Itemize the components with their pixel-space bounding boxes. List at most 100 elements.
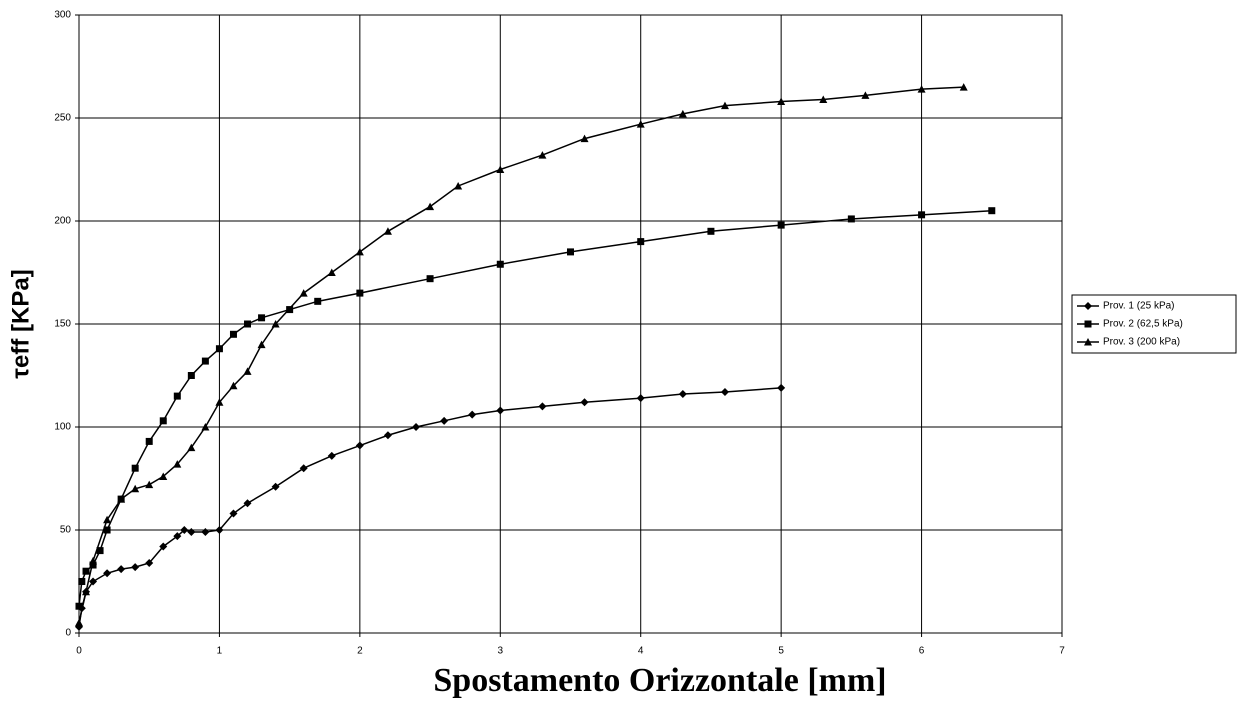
x-tick-label: 7 (1059, 646, 1065, 657)
marker (426, 202, 435, 211)
marker (355, 441, 364, 450)
marker (257, 340, 266, 349)
marker (82, 587, 91, 596)
marker (678, 390, 687, 399)
marker (145, 480, 154, 489)
marker (636, 394, 645, 403)
marker (180, 526, 189, 534)
marker (229, 381, 238, 390)
x-tick-label: 4 (638, 646, 644, 657)
plot-frame (78, 14, 1063, 634)
marker (299, 464, 308, 473)
marker (187, 372, 195, 379)
marker (356, 289, 364, 297)
marker (383, 227, 392, 235)
marker (1084, 320, 1092, 328)
y-tick-label: 50 (60, 525, 72, 536)
marker (258, 314, 266, 322)
marker (117, 565, 126, 574)
marker (159, 542, 168, 551)
x-axis-title: Spostamento Orizzontale [mm] (433, 662, 886, 699)
marker (82, 567, 90, 575)
marker (720, 101, 729, 110)
marker (496, 406, 505, 415)
marker (145, 558, 154, 567)
marker (917, 85, 926, 93)
marker (271, 320, 280, 328)
marker (103, 526, 111, 534)
marker (720, 387, 729, 396)
marker (426, 275, 434, 283)
marker (187, 528, 196, 537)
legend-box (1071, 294, 1237, 354)
x-tick-label: 3 (498, 646, 504, 657)
marker (173, 392, 181, 400)
marker (580, 398, 589, 407)
marker (678, 109, 687, 118)
marker (959, 83, 968, 91)
marker (201, 357, 209, 365)
marker (496, 165, 505, 173)
marker (383, 431, 392, 440)
marker (159, 472, 168, 480)
marker (103, 515, 112, 524)
marker (131, 484, 140, 493)
marker (918, 211, 926, 219)
marker (243, 499, 252, 508)
marker (173, 460, 182, 468)
marker (145, 437, 153, 445)
marker (244, 320, 252, 328)
marker (538, 151, 547, 159)
y-tick-label: 250 (54, 113, 71, 124)
legend-label: Prov. 1 (25 kPa) (1103, 301, 1175, 312)
marker (75, 618, 83, 627)
marker (187, 443, 196, 452)
marker (847, 215, 855, 223)
marker (131, 464, 139, 472)
marker (707, 227, 715, 235)
marker (538, 402, 547, 411)
marker (567, 248, 574, 256)
marker (861, 91, 870, 99)
x-tick-label: 0 (76, 646, 82, 657)
series-line (78, 387, 782, 627)
marker (580, 134, 589, 143)
marker (201, 528, 210, 537)
marker (819, 95, 828, 103)
x-tick-label: 2 (357, 646, 363, 657)
marker (215, 526, 224, 534)
marker (243, 367, 252, 375)
y-tick-label: 100 (54, 422, 71, 433)
legend-label: Prov. 2 (62,5 kPa) (1103, 319, 1183, 330)
marker (229, 509, 238, 518)
marker (988, 207, 996, 215)
y-tick-label: 200 (54, 216, 71, 227)
marker (1084, 302, 1092, 310)
x-tick-label: 5 (778, 646, 784, 657)
marker (777, 97, 786, 106)
marker (355, 247, 364, 256)
marker (96, 547, 104, 555)
marker (89, 577, 98, 586)
marker (636, 120, 645, 128)
marker (215, 398, 224, 406)
y-tick-label: 0 (65, 628, 71, 639)
marker (271, 482, 280, 491)
marker (299, 289, 308, 297)
marker (327, 268, 336, 276)
marker (215, 345, 223, 353)
marker (777, 383, 786, 392)
marker (131, 563, 140, 572)
marker (637, 238, 645, 246)
marker (117, 495, 126, 503)
marker (78, 578, 86, 585)
x-tick-label: 1 (217, 646, 223, 657)
marker (229, 330, 237, 338)
marker (75, 602, 83, 610)
marker (89, 556, 98, 565)
marker (454, 181, 463, 190)
marker (777, 221, 785, 229)
marker (1084, 338, 1092, 346)
y-tick-label: 300 (54, 10, 71, 21)
